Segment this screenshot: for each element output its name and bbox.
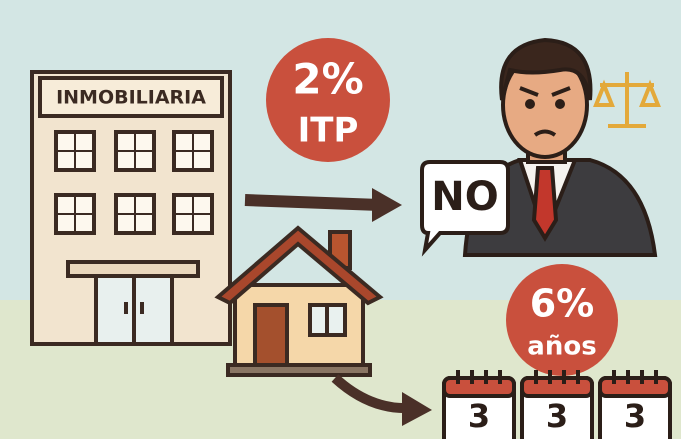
eye: [527, 101, 533, 107]
calendar-number: 3: [624, 397, 646, 435]
years-label: años: [527, 332, 596, 362]
calendar-header: [600, 378, 670, 396]
building: [32, 72, 230, 344]
sign-text: INMOBILIARIA: [56, 87, 206, 109]
tax-label: ITP: [298, 111, 359, 151]
calendars: 3 3 3: [444, 370, 670, 439]
calendar-header: [522, 378, 592, 396]
calendar-number: 3: [546, 397, 568, 435]
tie: [534, 168, 556, 238]
awning: [68, 262, 198, 276]
calendar-header: [444, 378, 514, 396]
eye: [557, 101, 563, 107]
house-base: [228, 365, 370, 375]
years-rate: 6%: [530, 282, 595, 326]
tax-rate: 2%: [292, 55, 363, 104]
speech-text: NO: [431, 174, 498, 220]
arrow-line: [245, 200, 380, 205]
illustration: INMOBILIARIA 2% ITP NO 6% años 3: [0, 0, 681, 439]
calendar-number: 3: [468, 397, 490, 435]
house-door: [255, 305, 287, 365]
